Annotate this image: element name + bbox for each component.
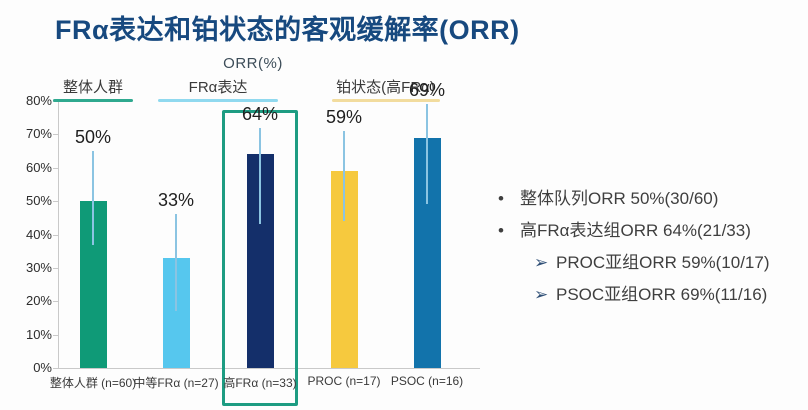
y-axis-tick-label: 40%	[25, 226, 52, 242]
error-bar	[92, 151, 94, 245]
x-axis-line	[58, 368, 480, 369]
y-axis-tick-label: 80%	[25, 93, 52, 108]
summary-item-text: PROC亚组ORR 59%(10/17)	[556, 253, 770, 272]
x-axis-label: 整体人群 (n=60)	[49, 376, 137, 390]
y-axis-tick-label: 30%	[25, 259, 52, 275]
error-bar	[259, 127, 261, 225]
y-axis-tick	[53, 134, 58, 136]
y-axis-tick	[53, 368, 58, 369]
error-bar	[426, 104, 428, 205]
dot-bullet-icon: •	[498, 189, 504, 208]
arrow-bullet-icon: ➢	[534, 253, 549, 272]
bar-value-label: 59%	[325, 107, 363, 128]
bar-value-label: 50%	[74, 127, 112, 148]
y-axis-tick-label: 0%	[33, 360, 52, 375]
summary-item-text: 高FRα表达组ORR 64%(21/33)	[520, 221, 751, 240]
arrow-bullet-icon: ➢	[534, 285, 549, 304]
summary-item: • 高FRα表达组ORR 64%(21/33)	[498, 220, 806, 242]
summary-item: • 整体队列ORR 50%(30/60)	[498, 188, 806, 210]
y-axis-tick	[53, 234, 58, 236]
y-axis-tick-label: 10%	[25, 326, 52, 342]
x-axis-label: PSOC (n=16)	[390, 374, 464, 388]
y-axis-tick-label: 60%	[25, 159, 52, 175]
bar-value-label: 69%	[408, 80, 446, 101]
group-header-underline	[158, 99, 278, 102]
y-axis-line	[58, 101, 59, 368]
y-axis-tick	[53, 267, 58, 269]
group-header-label: 整体人群	[62, 79, 123, 96]
y-axis-tick-label: 20%	[25, 293, 52, 309]
group-header-label: 铂状态(高FRα)	[336, 79, 435, 96]
group-header-underline	[331, 99, 440, 102]
summary-sub-item: ➢ PROC亚组ORR 59%(10/17)	[534, 252, 806, 274]
y-axis-tick	[53, 301, 58, 303]
summary-item-text: PSOC亚组ORR 69%(11/16)	[556, 285, 768, 304]
y-axis-tick-label: 70%	[25, 126, 52, 142]
x-axis-label: PROC (n=17)	[307, 374, 381, 388]
bar-value-label: 33%	[157, 190, 195, 211]
highlight-box	[222, 110, 298, 406]
y-axis-tick-label: 50%	[25, 193, 52, 209]
group-header-label: FRα表达	[188, 79, 248, 96]
summary-item-text: 整体队列ORR 50%(30/60)	[520, 189, 719, 208]
error-bar	[343, 131, 345, 222]
y-axis-tick	[53, 201, 58, 203]
dot-bullet-icon: •	[498, 221, 504, 240]
y-axis-tick	[53, 334, 58, 336]
chart-title: ORR(%)	[223, 55, 283, 72]
bar-value-label: 64%	[241, 103, 279, 124]
summary-panel: • 整体队列ORR 50%(30/60) • 高FRα表达组ORR 64%(21/33…	[498, 188, 806, 316]
page-title: FRα表达和铂状态的客观缓解率(ORR)	[55, 15, 520, 45]
group-header-underline	[53, 99, 133, 102]
x-axis-label: 高FRα (n=33)	[223, 376, 297, 390]
summary-sub-item: ➢ PSOC亚组ORR 69%(11/16)	[534, 284, 806, 306]
error-bar	[175, 214, 177, 312]
x-axis-label: 中等FRα (n=27)	[133, 376, 219, 390]
y-axis-tick	[53, 167, 58, 169]
